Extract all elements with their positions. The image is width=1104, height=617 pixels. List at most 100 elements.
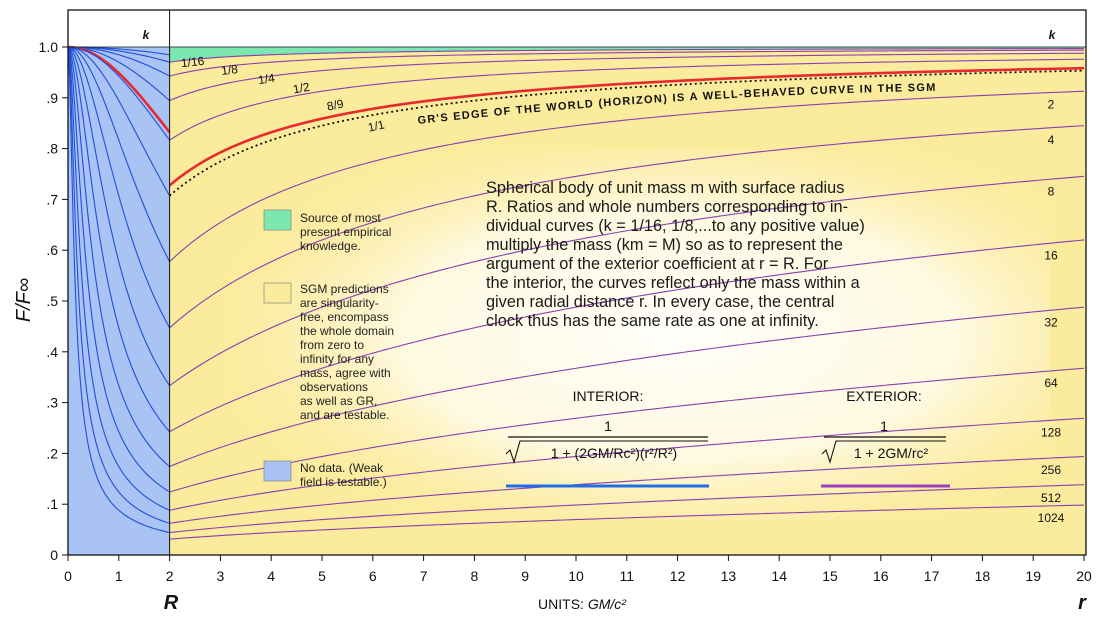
- exterior-curve-k-512: [169, 484, 1085, 534]
- x-tick-label-5: 5: [318, 568, 326, 584]
- legend-prediction-line-5: from zero to: [300, 338, 364, 352]
- legend-nodata-line-1: No data. (Weak: [300, 461, 384, 475]
- header-band: [68, 10, 1086, 47]
- k-label-1-4: 1/4: [257, 71, 276, 87]
- legend-empirical-line-3: knowledge.: [300, 239, 361, 253]
- legend-prediction-line-8: observations: [300, 380, 368, 394]
- x-axis-ticks: 0 1 2 3 4 5 6 7 8 9 10 11 12 13 14 15 16 17 18 19 20: [64, 555, 1092, 584]
- interior-numerator: 1: [604, 418, 612, 434]
- x-label-right: r: [1078, 592, 1087, 614]
- k-label-32: 32: [1044, 316, 1058, 330]
- k-header-left: k: [143, 28, 151, 42]
- description-line-3: dividual curves (k = 1/16, 1/8,...to any…: [486, 217, 865, 235]
- y-tick-label-2: .2: [46, 445, 58, 461]
- interior-curve-k-1024: [68, 46, 170, 534]
- legend-empirical-line-1: Source of most: [300, 211, 381, 225]
- x-tick-label-15: 15: [822, 568, 838, 584]
- x-tick-label-18: 18: [975, 568, 991, 584]
- k-label-1-8: 1/8: [220, 62, 239, 78]
- legend-empirical-line-2: present empirical: [300, 225, 391, 239]
- legend-prediction-line-3: free, encompass: [300, 310, 389, 324]
- units-label: UNITS: GM/c²: [538, 596, 627, 612]
- k-labels-left: 1/16 1/8 1/4 1/2 8/9 1/1: [180, 54, 386, 135]
- interior-curve-k-64: [68, 46, 170, 467]
- x-tick-label-3: 3: [217, 568, 225, 584]
- exterior-curve-k-0.5: [169, 58, 1085, 141]
- k-label-1-2: 1/2: [292, 80, 311, 97]
- description-line-7: given radial distance r. In every case, …: [486, 293, 834, 311]
- y-tick-label-1: .1: [46, 496, 58, 512]
- y-tick-label-10: 1.0: [39, 39, 59, 55]
- y-tick-label-3: .3: [46, 395, 58, 411]
- y-tick-label-4: .4: [46, 344, 58, 360]
- k-label-1024: 1024: [1038, 511, 1065, 525]
- x-tick-label-20: 20: [1076, 568, 1092, 584]
- x-tick-label-12: 12: [670, 568, 686, 584]
- k-labels-right: 2 4 8 16 32 64 128 256 512 1024: [1038, 98, 1065, 525]
- plot-frame: [67, 9, 1087, 556]
- k-label-8: 8: [1048, 184, 1055, 198]
- k-label-64: 64: [1044, 376, 1058, 390]
- interior-curve-k-512: [68, 46, 170, 524]
- y-tick-label-0: 0: [50, 547, 58, 563]
- prediction-glow: [230, 150, 1050, 520]
- units-prefix: UNITS:: [538, 596, 588, 612]
- x-tick-label-14: 14: [771, 568, 787, 584]
- description-line-1: Spherical body of unit mass m with surfa…: [486, 179, 844, 197]
- y-tick-label-5: .5: [46, 293, 58, 309]
- exterior-curve-k-1024: [169, 504, 1085, 540]
- description-line-4: multiply the mass (km = M) so as to repr…: [486, 236, 843, 254]
- interior-curve-k-2: [68, 46, 171, 197]
- exterior-sqrt-sign: [821, 440, 946, 464]
- units-value: GM/c²: [588, 596, 627, 612]
- k-label-16: 16: [1044, 248, 1058, 262]
- x-label-left: R: [164, 592, 179, 614]
- horizon-curve: [169, 69, 1085, 197]
- k-label-256: 256: [1041, 463, 1061, 477]
- exterior-title: EXTERIOR:: [846, 388, 921, 404]
- exterior-denominator: 1 + 2GM/rc²: [854, 445, 929, 461]
- x-tick-label-10: 10: [568, 568, 584, 584]
- exterior-curve-k-0.25: [169, 52, 1085, 102]
- y-axis-label: F/F∞: [13, 278, 35, 322]
- k-label-128: 128: [1041, 426, 1061, 440]
- legend-swatch-nodata: [263, 460, 292, 482]
- exterior-curve-k-0.8889: [168, 66, 1085, 187]
- exterior-curve-k-0.0625: [169, 48, 1085, 63]
- y-axis-label-text: F/F∞: [13, 278, 35, 322]
- exterior-curve-k-2: [169, 90, 1085, 263]
- x-tick-label-2: 2: [166, 568, 174, 584]
- interior-curve-k-128: [68, 46, 170, 493]
- legend-prediction-line-2: are singularity-: [300, 296, 379, 310]
- interior-curve-k-256: [68, 46, 170, 511]
- interior-curve-k-4: [68, 46, 171, 262]
- interior-curve-k-1: [68, 46, 171, 141]
- x-tick-label-7: 7: [420, 568, 428, 584]
- x-tick-label-4: 4: [267, 568, 275, 584]
- description-line-8: clock thus has the same rate as one at i…: [486, 312, 819, 330]
- exterior-numerator: 1: [880, 418, 888, 434]
- interior-curve-k-16: [68, 46, 171, 386]
- y-axis-ticks: 0 .1 .2 .3 .4 .5 .6 .7 .8 .9 1.0: [39, 39, 68, 563]
- exterior-curve-k-0.125: [169, 49, 1085, 77]
- legend-prediction-line-1: SGM predictions: [300, 282, 389, 296]
- y-tick-label-9: .9: [46, 90, 58, 106]
- k-label-1-16: 1/16: [180, 54, 205, 70]
- k-label-2: 2: [1048, 98, 1055, 112]
- k-label-4: 4: [1048, 133, 1055, 147]
- exterior-curve-k-64: [169, 367, 1085, 493]
- exterior-curve-k-8: [169, 175, 1085, 387]
- description-line-6: the interior, the curves reflect only th…: [486, 274, 861, 292]
- empirical-region: [169, 47, 1085, 63]
- description-line-5: argument of the exterior coefficient at …: [486, 255, 829, 273]
- interior-curve-k-32: [68, 46, 171, 433]
- exterior-curve-k-4: [169, 125, 1085, 329]
- x-tick-label-11: 11: [620, 568, 635, 584]
- description-line-2: R. Ratios and whole numbers correspondin…: [486, 198, 848, 216]
- x-tick-label-13: 13: [721, 568, 737, 584]
- curves-group: [68, 45, 1085, 540]
- legend-swatch-empirical: [263, 209, 292, 231]
- x-tick-label-1: 1: [115, 568, 123, 584]
